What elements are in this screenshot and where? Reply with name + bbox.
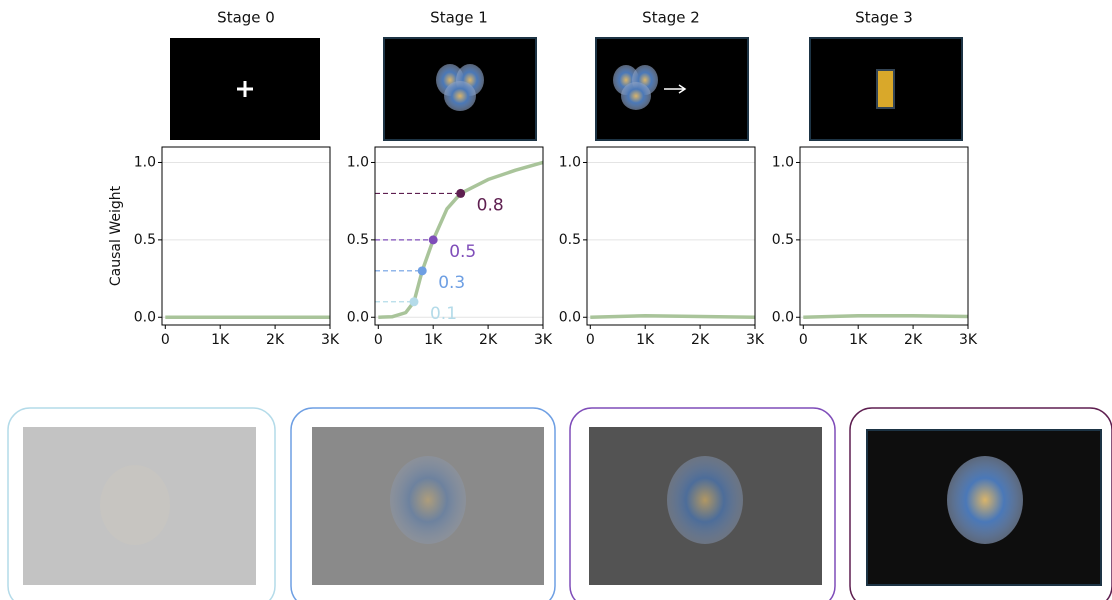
plot-area (162, 147, 330, 325)
point (409, 297, 418, 306)
y-tick-label: 0.0 (347, 309, 369, 325)
y-tick-label: 1.0 (772, 154, 794, 170)
stage-title: Stage 3 (855, 9, 913, 27)
x-tick-label: 2K (479, 332, 498, 348)
x-tick-label: 0 (161, 332, 170, 348)
x-tick-label: 1K (849, 332, 868, 348)
y-tick-label: 0.5 (772, 232, 794, 248)
line (803, 316, 968, 318)
y-axis-label: Causal Weight (108, 185, 124, 286)
y-tick-label: 0.0 (134, 309, 156, 325)
y-tick-label: 1.0 (347, 154, 369, 170)
y-tick-label: 1.0 (134, 154, 156, 170)
x-tick-label: 3K (959, 332, 978, 348)
x-tick-label: 1K (211, 332, 230, 348)
x-tick-label: 2K (904, 332, 923, 348)
point (456, 189, 465, 198)
x-tick-label: 0 (374, 332, 383, 348)
plot-area (800, 147, 968, 325)
point-label: 0.8 (477, 195, 504, 215)
object-ghost (390, 456, 466, 544)
stage-title: Stage 1 (430, 9, 488, 27)
y-tick-label: 0.5 (559, 232, 581, 248)
x-tick-label: 0 (799, 332, 808, 348)
frames (8, 408, 1112, 600)
y-tick-label: 0.0 (559, 309, 581, 325)
point (429, 235, 438, 244)
point (418, 266, 427, 275)
point-label: 0.1 (430, 304, 457, 324)
y-tick-label: 0.0 (772, 309, 794, 325)
object (947, 456, 1023, 544)
line (590, 316, 755, 318)
x-tick-label: 2K (691, 332, 710, 348)
stage-title: Stage 2 (642, 9, 700, 27)
y-tick-label: 1.0 (559, 154, 581, 170)
y-tick-label: 0.5 (347, 232, 369, 248)
point-label: 0.5 (449, 242, 476, 262)
point-label: 0.3 (438, 273, 465, 293)
x-tick-label: 3K (746, 332, 765, 348)
target (877, 70, 894, 108)
object-ghost (667, 456, 743, 544)
stage-title: Stage 0 (217, 9, 275, 27)
x-tick-label: 2K (266, 332, 285, 348)
x-tick-label: 1K (636, 332, 655, 348)
thumbnails (170, 38, 962, 140)
x-tick-label: 0 (586, 332, 595, 348)
plot-area (587, 147, 755, 325)
y-tick-label: 0.5 (134, 232, 156, 248)
x-tick-label: 1K (424, 332, 443, 348)
x-tick-label: 3K (321, 332, 340, 348)
object-ghost (100, 465, 170, 545)
figure: Stage 0 0.0 0.5 1.0 0 1K 2K 3K Causal Weight Stag… (0, 0, 1112, 600)
x-tick-label: 3K (534, 332, 553, 348)
plot-area (375, 147, 543, 325)
